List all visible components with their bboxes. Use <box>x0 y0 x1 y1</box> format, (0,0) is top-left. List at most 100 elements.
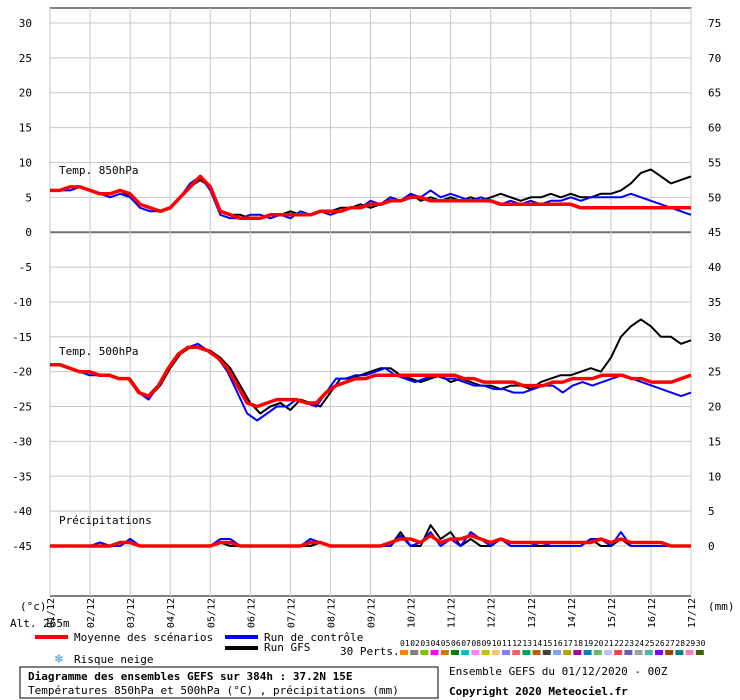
pert-swatch <box>573 650 582 655</box>
pert-swatch <box>563 650 572 655</box>
y-tick-left: 10 <box>19 156 32 169</box>
y-axis-left: 30 25 20 15 10 5 0 -5 -10 -15 -20 -25 -30 -35 -40 -45 <box>12 17 32 553</box>
pert-id-label: 08 <box>471 639 481 648</box>
x-tick-label: 12/12 <box>487 598 498 628</box>
ensemble-run-label: Ensemble GEFS du 01/12/2020 - 00Z <box>449 665 668 678</box>
pert-id-label: 16 <box>553 639 563 648</box>
pert-swatch <box>655 650 663 655</box>
y-tick-right: 25 <box>708 366 721 379</box>
y-tick-left: -45 <box>12 540 32 553</box>
pert-swatch <box>512 650 521 655</box>
pert-id-label: 05 <box>441 639 451 648</box>
pert-id-label: 18 <box>573 639 583 648</box>
x-tick-label: 10/12 <box>407 598 418 628</box>
x-tick-label: 07/12 <box>286 598 297 628</box>
y-tick-left: -20 <box>12 366 32 379</box>
legend-control-label: Run de contrôle <box>264 631 363 644</box>
label-t850: Temp. 850hPa <box>59 164 138 177</box>
y-tick-right: 15 <box>708 435 721 448</box>
pert-swatch <box>502 650 510 655</box>
y-tick-left: -5 <box>19 261 32 274</box>
altitude-label: Alt. 265m <box>10 617 70 630</box>
y-tick-right: 65 <box>708 87 721 100</box>
pert-swatch <box>481 650 490 655</box>
pert-swatch <box>665 650 674 655</box>
y-tick-left: -10 <box>12 296 32 309</box>
diagram-title: Diagramme des ensembles GEFS sur 384h : … <box>28 670 353 683</box>
x-tick-label: 17/12 <box>687 598 698 628</box>
pert-id-label: 30 <box>696 639 706 648</box>
x-axis: 01/12 02/12 03/12 04/12 05/12 06/12 07/12 08/12… <box>46 598 698 628</box>
legend-mean-label: Moyenne des scénarios <box>74 631 213 644</box>
label-precip: Précipitations <box>59 514 152 527</box>
y-tick-right: 20 <box>708 401 721 414</box>
pert-id-label: 04 <box>431 639 441 648</box>
pert-id-label: 21 <box>604 639 614 648</box>
x-tick-label: 15/12 <box>607 598 618 628</box>
pert-swatch <box>430 650 439 655</box>
pert-swatch <box>583 650 592 655</box>
pert-swatch <box>532 650 541 655</box>
pert-swatch <box>634 650 643 655</box>
x-tick-label: 09/12 <box>367 598 378 628</box>
legend-gfs-label: Run GFS <box>264 641 310 654</box>
pert-swatch <box>410 650 419 655</box>
pert-id-label: 02 <box>410 639 420 648</box>
pert-id-label: 13 <box>522 639 532 648</box>
left-unit: (°c) <box>20 600 47 613</box>
x-tick-label: 16/12 <box>647 598 658 628</box>
label-t500: Temp. 500hPa <box>59 345 138 358</box>
y-tick-right: 40 <box>708 261 721 274</box>
pert-id-label: 07 <box>461 639 471 648</box>
perts-label: 30 Perts. <box>340 645 400 658</box>
y-tick-left: 25 <box>19 52 32 65</box>
grid <box>49 8 692 596</box>
pert-id-label: 28 <box>675 639 685 648</box>
y-tick-right: 5 <box>708 505 715 518</box>
pert-swatch <box>604 650 612 655</box>
pert-swatch <box>644 650 653 655</box>
pert-id-label: 29 <box>686 639 696 648</box>
y-tick-left: 5 <box>25 191 32 204</box>
pert-id-label: 25 <box>645 639 655 648</box>
y-tick-right: 30 <box>708 331 721 344</box>
y-tick-right: 60 <box>708 122 721 135</box>
mean-precip-line <box>50 533 691 548</box>
pert-swatch <box>471 650 480 655</box>
pert-id-label: 10 <box>492 639 502 648</box>
pert-id-label: 06 <box>451 639 461 648</box>
legend-snow-label: Risque neige <box>74 653 153 666</box>
pert-id-label: 11 <box>502 639 512 648</box>
x-tick-label: 13/12 <box>527 598 538 628</box>
y-tick-right: 70 <box>708 52 721 65</box>
y-tick-right: 55 <box>708 156 721 169</box>
y-tick-right: 35 <box>708 296 721 309</box>
mean-t500-line <box>50 345 692 409</box>
y-tick-left: 20 <box>19 87 32 100</box>
y-tick-left: 0 <box>25 226 32 239</box>
x-tick-label: 02/12 <box>86 598 97 628</box>
pert-id-label: 26 <box>655 639 665 648</box>
pert-swatch <box>400 650 408 655</box>
y-tick-left: 15 <box>19 122 32 135</box>
y-tick-left: -35 <box>12 470 32 483</box>
series-layer <box>50 168 692 548</box>
pert-swatch <box>614 650 623 655</box>
pert-swatch <box>451 650 459 655</box>
y-tick-right: 0 <box>708 540 715 553</box>
pert-swatch <box>461 650 470 655</box>
x-tick-label: 05/12 <box>206 598 217 628</box>
snowflake-icon: ❄ <box>54 652 64 666</box>
y-tick-left: -40 <box>12 505 32 518</box>
pert-swatch <box>675 650 684 655</box>
pert-id-label: 23 <box>624 639 634 648</box>
pert-id-label: 20 <box>594 639 604 648</box>
pert-id-label: 03 <box>420 639 430 648</box>
pert-swatch <box>695 650 704 655</box>
pert-id-label: 22 <box>614 639 624 648</box>
mean-t850-line <box>50 174 691 221</box>
x-tick-label: 11/12 <box>447 598 458 628</box>
pert-swatch <box>522 650 531 655</box>
